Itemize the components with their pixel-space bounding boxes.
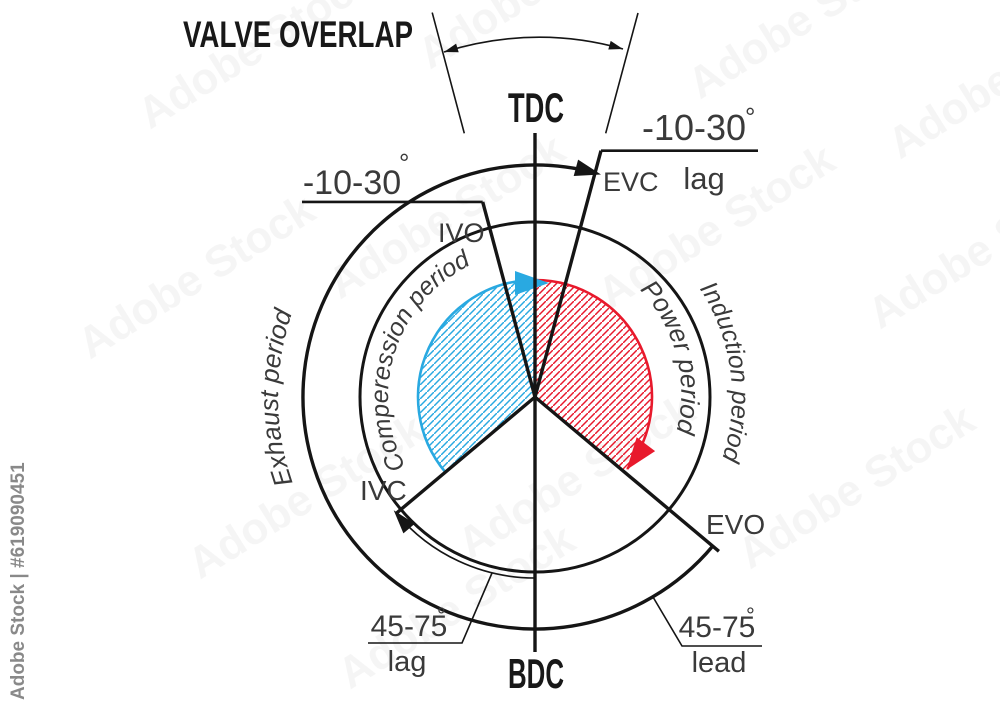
ivo-label: IVO bbox=[438, 218, 485, 248]
page-title: VALVE OVERLAP bbox=[183, 14, 413, 55]
evc-valve-line bbox=[533, 150, 603, 398]
evc-lag-degree-symbol: ° bbox=[745, 102, 755, 132]
evo-valve-line bbox=[533, 395, 720, 553]
ivo-advance-angle-value: -10-30 bbox=[303, 164, 401, 202]
watermark-credit: Adobe Stock | #619090451 bbox=[8, 462, 29, 700]
evo-label: EVO bbox=[706, 509, 765, 540]
compression-arc bbox=[416, 278, 536, 474]
ivo-extension-line bbox=[431, 12, 466, 134]
ivo-valve-line bbox=[481, 201, 537, 398]
outer-exhaust-arc bbox=[301, 163, 715, 631]
ivc-lag-arrowhead-icon bbox=[393, 510, 415, 534]
overlap-left-arrowhead-icon bbox=[444, 43, 459, 53]
clockwise-red-arrowhead-icon bbox=[626, 437, 656, 470]
compression-hatched-sector bbox=[418, 280, 535, 473]
evo-lead-leader-line bbox=[652, 596, 762, 647]
evc-lag-angle-value: -10-30 bbox=[642, 107, 746, 148]
evc-extension-line bbox=[604, 12, 639, 134]
evc-lag-sub-label: lag bbox=[683, 161, 724, 196]
power-arc bbox=[534, 278, 654, 470]
ivo-advance-degree-symbol: ° bbox=[399, 148, 409, 178]
ivc-lag-angle-value: 45-75 bbox=[371, 610, 448, 643]
ivc-label: IVC bbox=[360, 475, 407, 506]
evo-lead-sub-label: lead bbox=[692, 647, 747, 679]
evo-lead-degree-symbol: ° bbox=[746, 603, 755, 628]
bdc-label: BDC bbox=[508, 650, 564, 697]
tdc-label: TDC bbox=[508, 84, 564, 131]
ivc-lag-sub-label: lag bbox=[388, 646, 427, 678]
evo-lead-angle-value: 45-75 bbox=[679, 611, 756, 644]
ivc-lag-degree-symbol: ° bbox=[437, 603, 446, 628]
ivc-lag-leader-line bbox=[368, 572, 493, 644]
power-hatched-sector bbox=[535, 280, 652, 473]
ivc-valve-line bbox=[395, 395, 537, 515]
clockwise-blue-arrowhead-icon bbox=[515, 271, 549, 295]
overlap-right-arrowhead-icon bbox=[608, 40, 623, 50]
overlap-angle-arc bbox=[443, 36, 624, 53]
evc-label: EVC bbox=[603, 167, 659, 197]
